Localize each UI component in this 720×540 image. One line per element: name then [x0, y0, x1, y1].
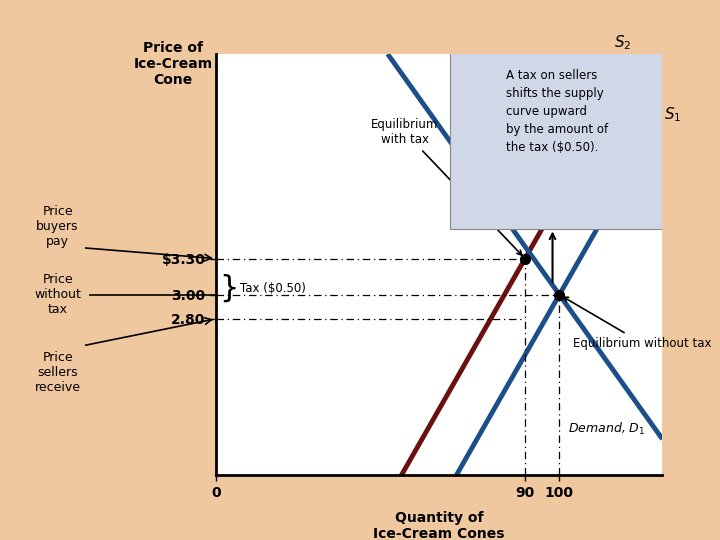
- X-axis label: Quantity of
Ice-Cream Cones: Quantity of Ice-Cream Cones: [374, 511, 505, 540]
- Text: Price of
Ice-Cream
Cone: Price of Ice-Cream Cone: [133, 40, 212, 87]
- Text: Price
sellers
receive: Price sellers receive: [35, 351, 81, 394]
- FancyBboxPatch shape: [451, 52, 665, 229]
- Text: Equilibrium without tax: Equilibrium without tax: [563, 297, 711, 350]
- Text: Equilibrium
with tax: Equilibrium with tax: [372, 118, 522, 255]
- Text: Demand, $D_1$: Demand, $D_1$: [568, 421, 645, 437]
- Text: Price
buyers
pay: Price buyers pay: [36, 205, 79, 248]
- Text: $S_2$: $S_2$: [614, 33, 631, 52]
- Text: Tax ($0.50): Tax ($0.50): [240, 282, 306, 295]
- Text: }: }: [220, 274, 239, 303]
- Text: A tax on sellers
shifts the supply
curve upward
by the amount of
the tax ($0.50): A tax on sellers shifts the supply curve…: [506, 69, 608, 154]
- Text: $S_1$: $S_1$: [664, 105, 682, 124]
- Text: Price
without
tax: Price without tax: [34, 273, 81, 316]
